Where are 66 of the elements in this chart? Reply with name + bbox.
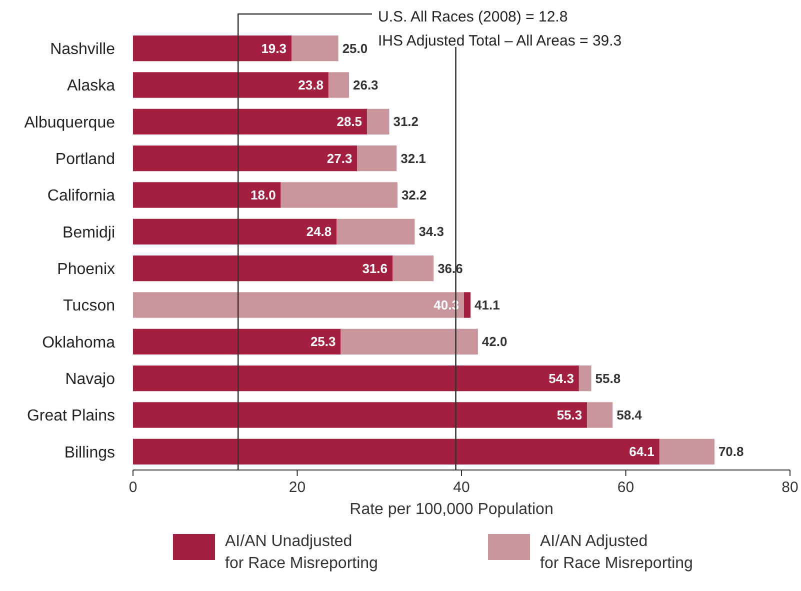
y-tick-label: Albuquerque: [24, 114, 116, 132]
x-tick-label: 80: [782, 479, 798, 496]
bar: [133, 108, 368, 134]
data-label: 27.3: [326, 150, 352, 166]
data-label: 23.8: [298, 78, 324, 93]
ref-line-label: IHS Adjusted Total – All Areas = 39.3: [378, 32, 622, 50]
bar: [133, 256, 393, 282]
data-label: 31.6: [362, 260, 388, 276]
legend-label: AI/AN Adjusted for Race Misreporting: [540, 533, 693, 572]
data-label: 28.5: [336, 114, 362, 130]
y-tick-label: Billings: [64, 444, 115, 462]
y-tick-label: Tucson: [63, 298, 115, 315]
total-label: 31.2: [393, 114, 419, 130]
bar: [357, 146, 397, 172]
total-label: 34.3: [418, 224, 444, 240]
total-label: 55.8: [595, 370, 621, 386]
total-label: 58.4: [616, 408, 643, 423]
total-label: 32.1: [400, 150, 426, 166]
total-label: 32.2: [401, 188, 427, 203]
y-tick-label: Alaska: [66, 78, 116, 95]
bar: [328, 72, 349, 98]
data-label: 54.3: [548, 370, 574, 386]
data-label: 19.3: [261, 40, 286, 56]
y-tick-label: Phoenix: [57, 260, 115, 278]
bar: [587, 402, 613, 428]
bar: [578, 366, 592, 392]
total-label: 26.3: [352, 78, 378, 93]
bar: [659, 438, 714, 464]
bar: [133, 72, 328, 98]
bar: [392, 256, 434, 282]
data-label: 55.3: [556, 408, 582, 423]
bar: [133, 36, 292, 62]
ref-line-label: U.S. All Races (2008) = 12.8: [378, 8, 568, 26]
y-tick-label: Oklahoma: [42, 334, 116, 352]
data-label: 18.0: [250, 188, 276, 203]
total-label: 42.0: [482, 334, 508, 350]
total-label: 41.1: [474, 298, 500, 313]
x-tick-label: 60: [617, 479, 634, 496]
bar: [133, 438, 660, 464]
y-tick-label: Portland: [55, 150, 115, 168]
y-tick-label: Great Plains: [26, 408, 115, 425]
bar: [367, 108, 390, 134]
x-tick-label: 20: [288, 479, 306, 496]
bar: [133, 328, 341, 354]
y-tick-label: Nashville: [50, 40, 116, 58]
data-label: 64.1: [629, 444, 654, 460]
x-tick-label: 0: [128, 479, 138, 496]
bar: [133, 402, 588, 428]
total-label: 25.0: [342, 40, 368, 56]
data-label: 24.8: [306, 224, 332, 240]
legend-label: AI/AN Unadjusted for Race Misreporting: [225, 533, 378, 572]
total-label: 70.8: [718, 444, 744, 460]
x-axis-title: Rate per 100,000 Population: [350, 501, 554, 518]
bar: [133, 218, 337, 244]
x-tick-label: 40: [453, 479, 470, 496]
y-tick-label: Navajo: [65, 370, 116, 388]
bar: [340, 328, 478, 354]
bar: [292, 36, 338, 62]
bar: [133, 182, 281, 208]
y-tick-label: California: [47, 188, 116, 205]
y-tick-label: Bemidji: [62, 224, 115, 242]
bar: [133, 146, 358, 172]
bar: [336, 218, 415, 244]
bar: [133, 366, 579, 392]
bar: [280, 182, 398, 208]
data-label: 25.3: [310, 334, 336, 350]
